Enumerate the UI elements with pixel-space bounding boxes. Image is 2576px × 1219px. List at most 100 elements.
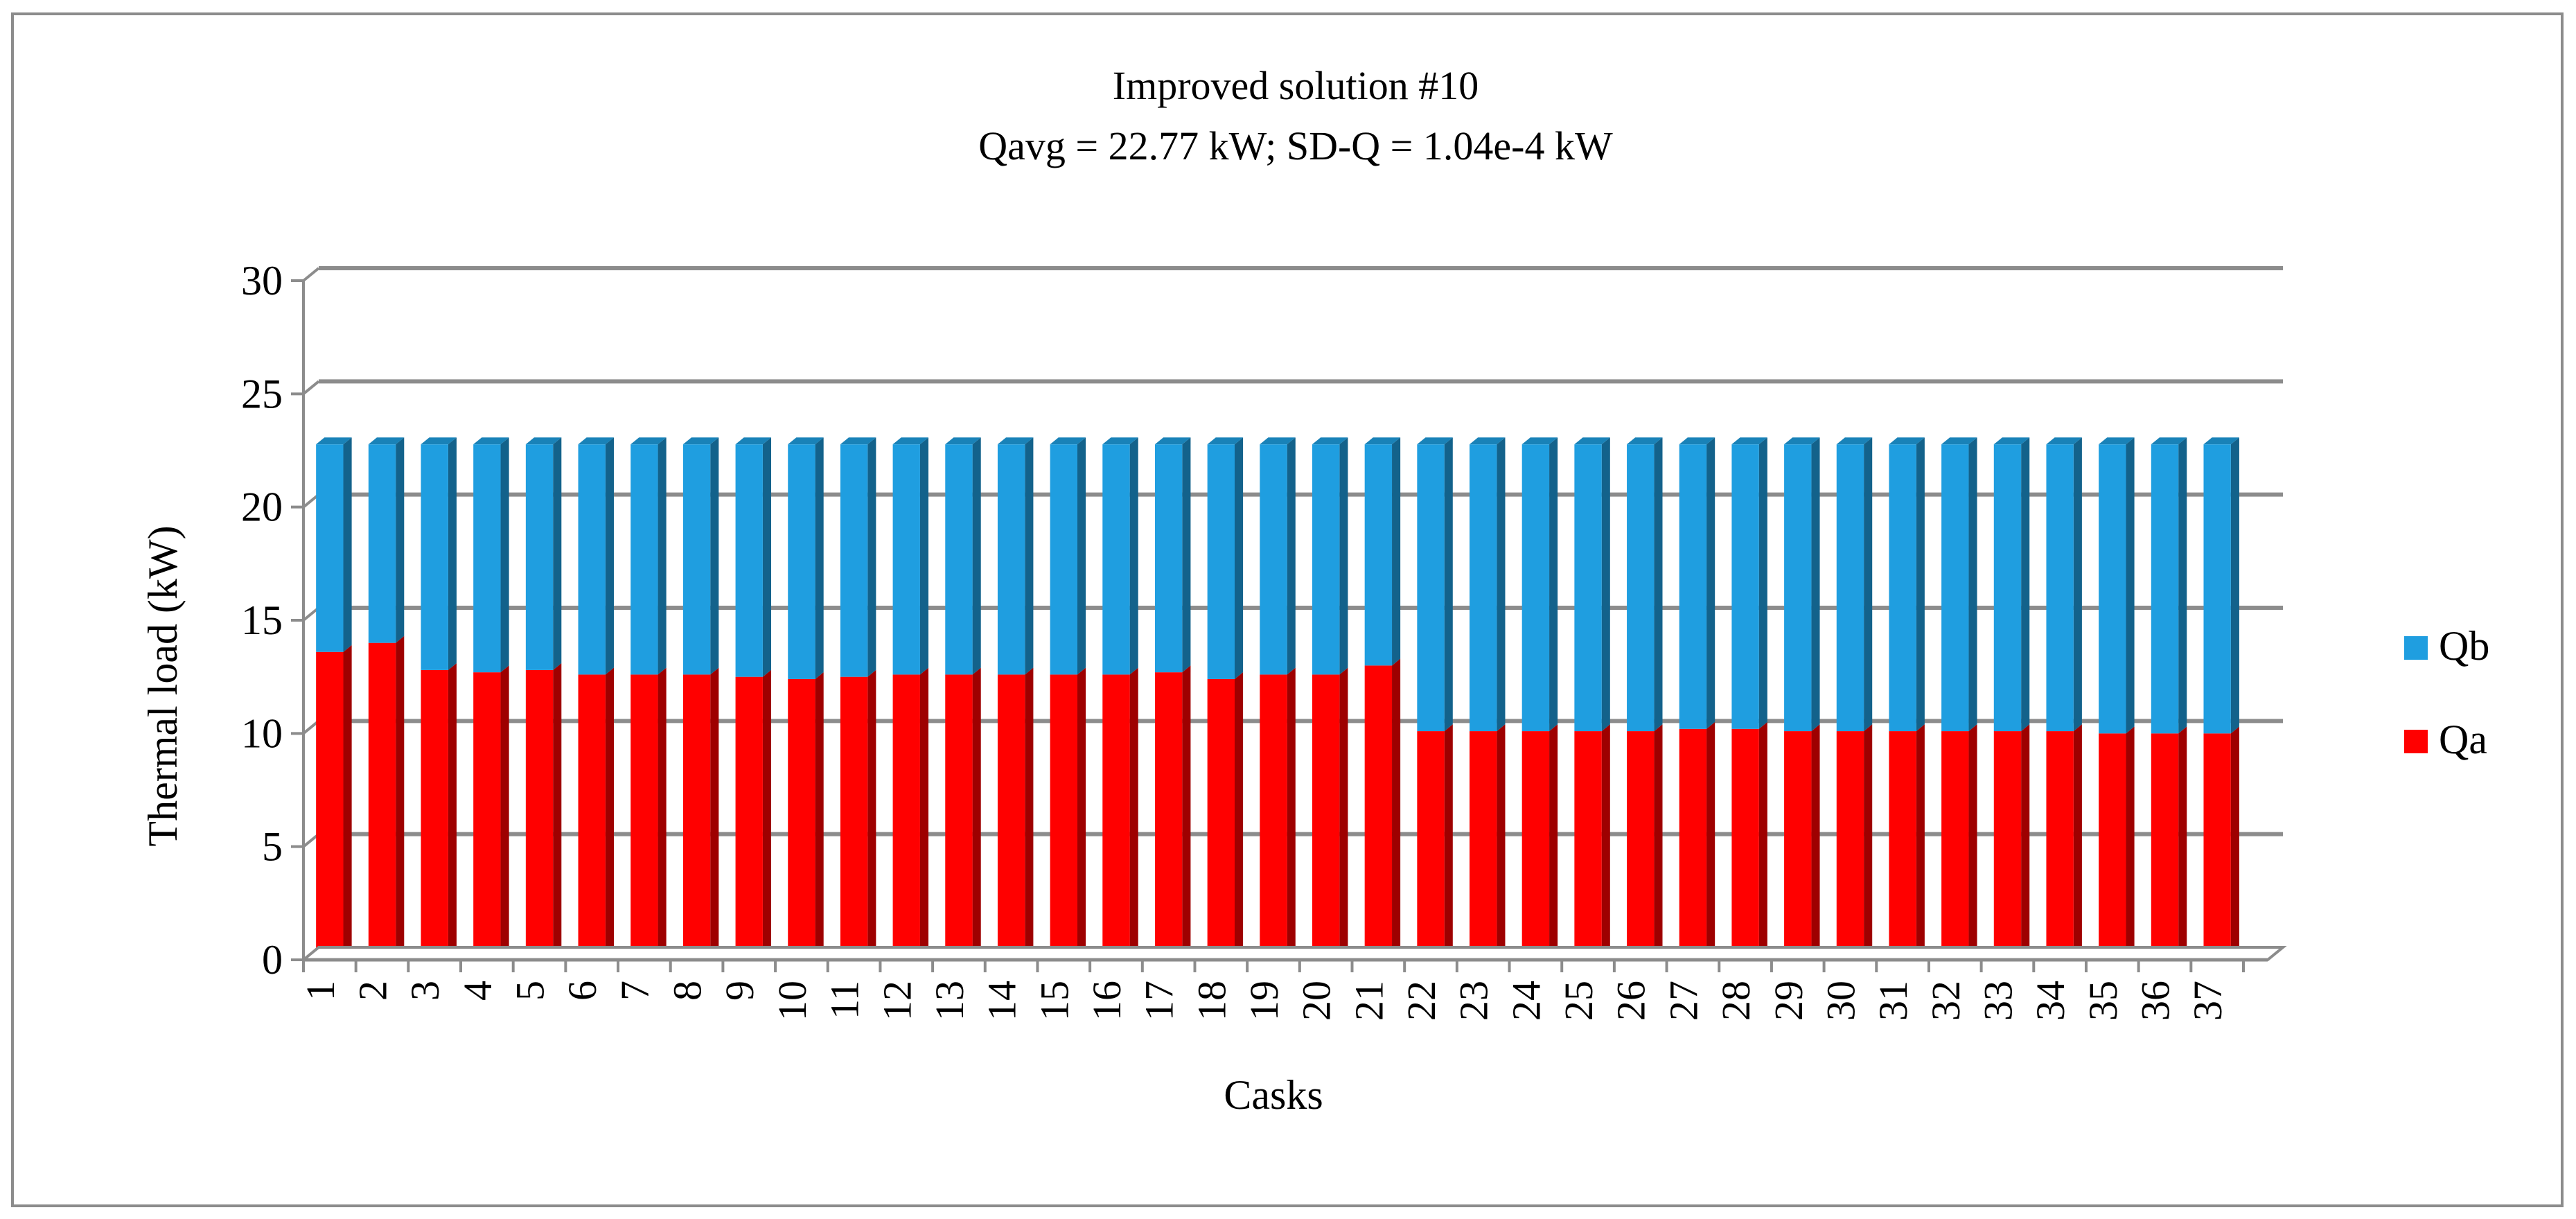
bar-Qa-6 xyxy=(578,667,614,960)
x-tick-label-17: 17 xyxy=(1137,981,1182,1021)
x-tick-label-2: 2 xyxy=(351,981,396,1001)
bar-Qb-32 xyxy=(1941,437,1977,732)
y-tick-label-15: 15 xyxy=(241,597,283,643)
bar-Qa-36 xyxy=(2151,726,2187,960)
bar-Qa-25 xyxy=(1574,724,1610,960)
chart-title: Improved solution #10 xyxy=(1113,63,1479,108)
bar-Qb-31 xyxy=(1889,437,1925,732)
bar-Qa-24 xyxy=(1521,724,1558,960)
x-tick-label-20: 20 xyxy=(1294,981,1339,1021)
bar-Qa-34 xyxy=(2046,724,2082,960)
bar-Qa-10 xyxy=(788,672,824,960)
x-tick-label-3: 3 xyxy=(403,981,448,1001)
bar-Qa-26 xyxy=(1627,724,1663,960)
bar-Qb-2 xyxy=(368,437,405,643)
bar-Qb-12 xyxy=(892,437,929,675)
bar-Qb-27 xyxy=(1679,437,1715,729)
legend-item-Qb: Qb xyxy=(2404,623,2489,669)
bar-Qb-23 xyxy=(1470,437,1506,732)
bar-Qb-24 xyxy=(1521,437,1558,732)
bar-Qb-26 xyxy=(1627,437,1663,732)
bar-Qb-21 xyxy=(1364,437,1401,666)
bar-Qa-5 xyxy=(525,663,562,960)
bar-Qb-16 xyxy=(1102,437,1138,675)
bar-Qa-13 xyxy=(945,667,981,960)
x-tick-label-31: 31 xyxy=(1871,981,1916,1021)
bar-Qb-10 xyxy=(788,437,824,679)
bar-Qb-14 xyxy=(997,437,1034,675)
bar-Qb-30 xyxy=(1836,437,1873,732)
x-tick-label-14: 14 xyxy=(980,981,1025,1021)
x-tick-label-34: 34 xyxy=(2028,981,2073,1021)
x-tick-label-7: 7 xyxy=(612,981,658,1001)
bar-Qa-33 xyxy=(1993,724,2030,960)
x-tick-label-13: 13 xyxy=(927,981,972,1021)
bar-Qa-14 xyxy=(997,667,1034,960)
x-tick-label-12: 12 xyxy=(874,981,919,1021)
bar-Qa-17 xyxy=(1154,665,1191,960)
y-tick-label-0: 0 xyxy=(262,937,283,983)
bar-Qb-15 xyxy=(1050,437,1086,675)
legend-label-Qa: Qa xyxy=(2439,717,2487,762)
bar-Qb-19 xyxy=(1260,437,1296,675)
bar-Qa-12 xyxy=(892,667,929,960)
bar-Qa-1 xyxy=(316,644,352,960)
bar-Qa-2 xyxy=(368,635,405,960)
x-tick-label-11: 11 xyxy=(822,981,867,1019)
bar-Qa-35 xyxy=(2099,726,2135,960)
bar-Qa-28 xyxy=(1731,721,1767,960)
x-tick-label-29: 29 xyxy=(1766,981,1811,1021)
bar-Qa-30 xyxy=(1836,724,1873,960)
y-axis-label: Thermal load (kW) xyxy=(140,525,186,846)
grid-diagonal-25 xyxy=(302,380,320,395)
bar-Qb-8 xyxy=(682,437,719,675)
x-tick-label-4: 4 xyxy=(455,981,500,1001)
x-tick-label-1: 1 xyxy=(298,981,343,1001)
x-tick-label-18: 18 xyxy=(1189,981,1234,1021)
grid-diagonal-30 xyxy=(302,267,320,282)
x-tick-label-25: 25 xyxy=(1556,981,1601,1021)
x-tick-label-21: 21 xyxy=(1346,981,1391,1021)
bar-Qa-3 xyxy=(421,663,457,960)
bar-Qa-8 xyxy=(682,667,719,960)
x-tick-label-24: 24 xyxy=(1503,981,1549,1021)
bar-Qb-9 xyxy=(735,437,772,677)
bar-Qa-21 xyxy=(1364,658,1401,960)
bar-Qb-20 xyxy=(1312,437,1348,675)
bar-Qb-22 xyxy=(1417,437,1453,732)
bar-Qa-9 xyxy=(735,669,772,960)
y-tick-label-5: 5 xyxy=(262,824,283,870)
bar-Qb-17 xyxy=(1154,437,1191,673)
y-tick-label-10: 10 xyxy=(241,710,283,756)
x-tick-label-36: 36 xyxy=(2133,981,2178,1021)
axes xyxy=(291,279,2287,972)
bar-Qa-15 xyxy=(1050,667,1086,960)
bar-Qb-35 xyxy=(2099,437,2135,734)
x-tick-label-19: 19 xyxy=(1242,981,1287,1021)
x-tick-label-8: 8 xyxy=(665,981,710,1001)
bar-Qa-20 xyxy=(1312,667,1348,960)
bar-Qb-1 xyxy=(316,437,352,652)
bar-Qa-31 xyxy=(1889,724,1925,960)
bar-Qb-7 xyxy=(630,437,667,675)
bar-Qa-32 xyxy=(1941,724,1977,960)
y-tick-label-30: 30 xyxy=(241,258,283,304)
bar-Qb-11 xyxy=(840,437,876,677)
bar-Qa-16 xyxy=(1102,667,1138,960)
x-tick-labels: 1 2 3 4 5 6 7 8 9 10 11 12 13 14 15 16 17 18 19 20 21 22 23 24 2… xyxy=(298,981,2230,1021)
x-tick-label-10: 10 xyxy=(770,981,815,1021)
x-tick-label-27: 27 xyxy=(1661,981,1706,1021)
bar-Qb-5 xyxy=(525,437,562,670)
x-tick-label-35: 35 xyxy=(2081,981,2126,1021)
bar-Qa-29 xyxy=(1784,724,1820,960)
bar-Qa-22 xyxy=(1417,724,1453,960)
bar-Qb-18 xyxy=(1207,437,1244,679)
x-tick-label-37: 37 xyxy=(2185,981,2230,1021)
legend-label-Qb: Qb xyxy=(2439,623,2489,669)
bar-Qb-3 xyxy=(421,437,457,670)
bar-Qa-19 xyxy=(1260,667,1296,960)
bar-Qa-23 xyxy=(1470,724,1506,960)
bar-Qa-7 xyxy=(630,667,667,960)
bar-Qb-6 xyxy=(578,437,614,675)
